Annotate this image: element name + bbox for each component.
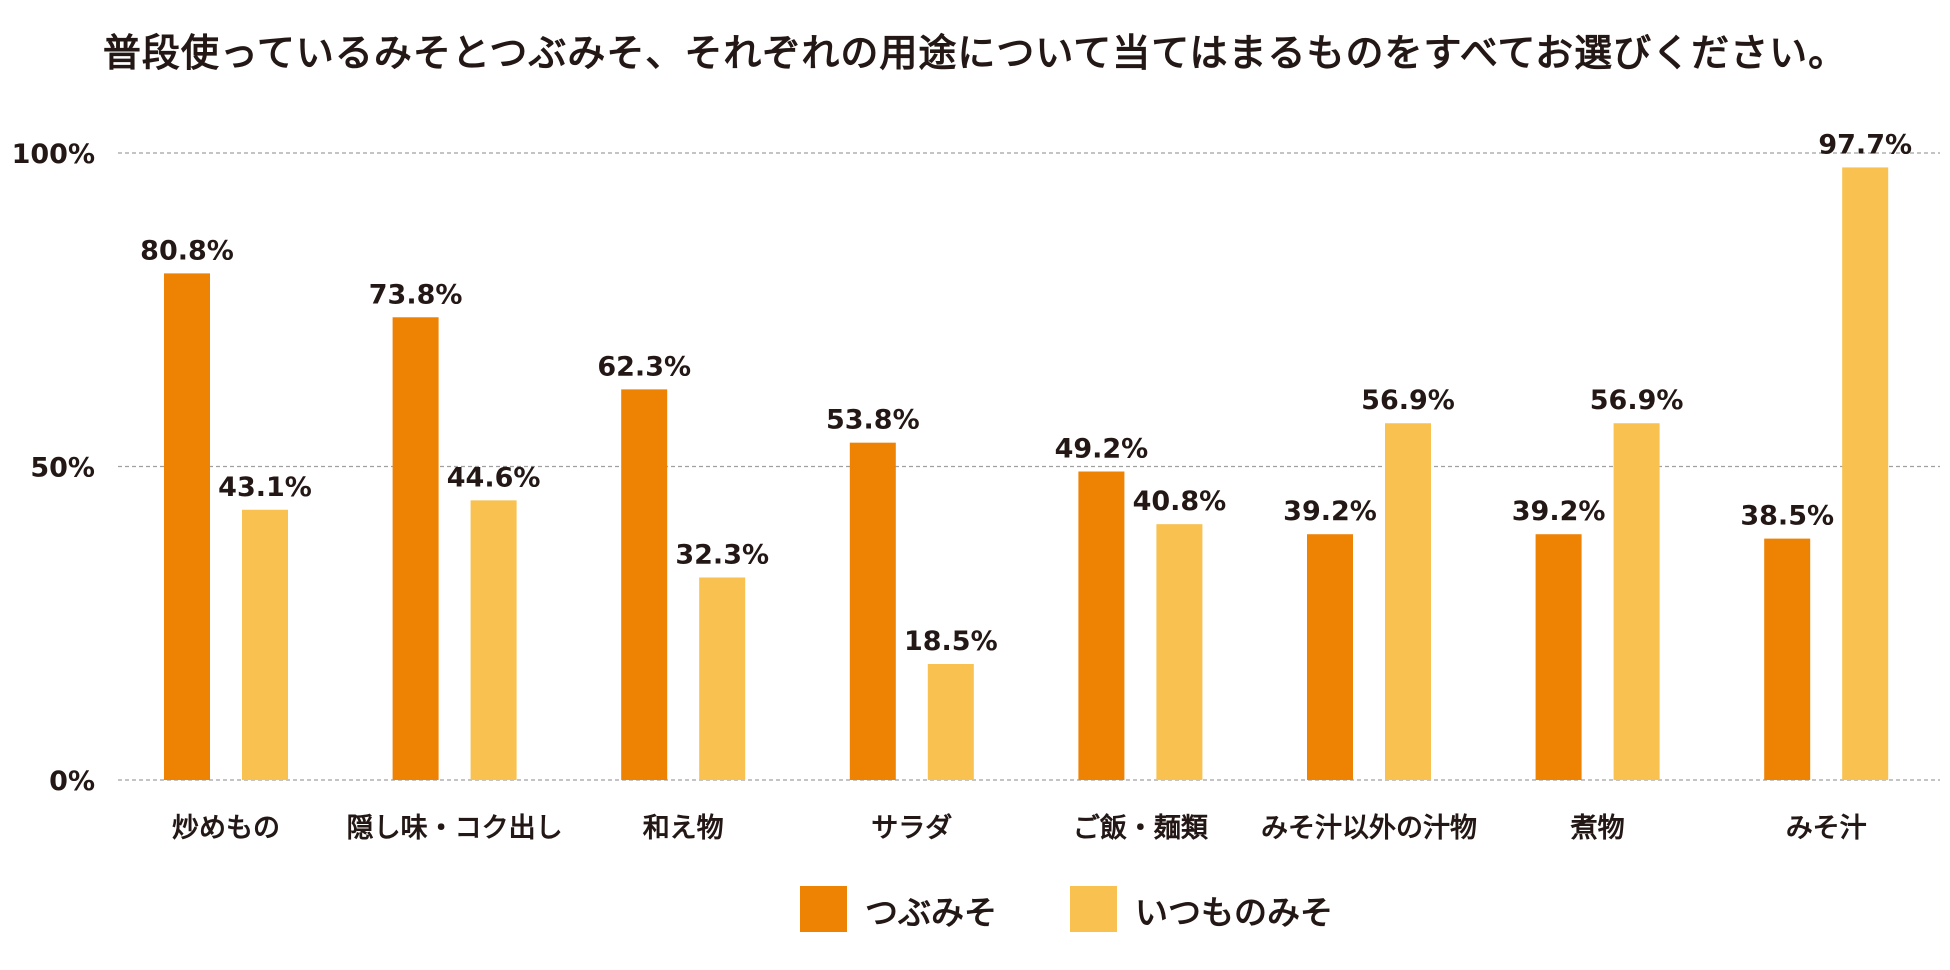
legend-label: いつものみそ <box>1135 893 1333 932</box>
bar-itsumono-5 <box>1385 423 1431 780</box>
data-label: 39.2% <box>1283 496 1377 527</box>
bar-tsubumiso-6 <box>1535 534 1582 780</box>
chart-title: 普段使っているみそとつぶみそ、それぞれの用途について当てはまるものをすべてお選び… <box>102 31 1848 75</box>
bar-tsubumiso-0 <box>164 273 210 780</box>
bar-itsumono-7 <box>1842 167 1889 780</box>
bar-itsumono-1 <box>470 500 517 780</box>
legend-swatch <box>800 886 847 932</box>
legend-swatch <box>1070 886 1117 932</box>
bar-itsumono-6 <box>1613 423 1660 780</box>
data-label: 80.8% <box>140 235 234 266</box>
bar-tsubumiso-5 <box>1307 534 1353 780</box>
data-label: 62.3% <box>597 351 691 382</box>
data-label: 18.5% <box>904 626 998 657</box>
legend: つぶみそ いつものみそ <box>800 886 1333 932</box>
category-label: 隠し味・コク出し <box>347 813 563 844</box>
data-labels: 80.8% 43.1% 73.8% 44.6% 62.3% 32.3% 53.8% 18.5%… <box>140 129 1912 657</box>
data-label: 32.3% <box>675 539 769 570</box>
data-label: 38.5% <box>1740 501 1834 532</box>
gridlines <box>118 152 1940 781</box>
data-label: 43.1% <box>218 472 312 503</box>
data-label: 73.8% <box>369 279 463 310</box>
y-tick-label: 100% <box>12 139 95 170</box>
data-label: 40.8% <box>1133 486 1227 517</box>
bar-itsumono-3 <box>927 664 974 780</box>
bar-tsubumiso-1 <box>392 317 439 780</box>
bar-itsumono-2 <box>699 577 746 780</box>
data-label: 56.9% <box>1590 385 1684 416</box>
category-label: みそ汁以外の汁物 <box>1261 813 1477 844</box>
y-axis-ticks: 0% 50% 100% <box>12 139 95 797</box>
category-label: みそ汁 <box>1786 813 1867 844</box>
category-label: 炒めもの <box>172 813 280 844</box>
category-labels: 炒めもの 隠し味・コク出し 和え物 サラダ ご飯・麺類 みそ汁以外の汁物 煮物 みそ汁 <box>172 812 1867 844</box>
bars <box>164 167 1889 780</box>
data-label: 97.7% <box>1818 129 1912 160</box>
category-label: 和え物 <box>643 813 724 844</box>
bar-itsumono-4 <box>1156 524 1203 780</box>
bar-tsubumiso-2 <box>621 389 668 780</box>
bar-itsumono-0 <box>242 509 288 780</box>
bar-tsubumiso-7 <box>1764 538 1811 780</box>
data-label: 56.9% <box>1361 385 1455 416</box>
bar-tsubumiso-3 <box>849 442 896 780</box>
category-label: ご飯・麺類 <box>1073 812 1209 844</box>
category-label: サラダ <box>871 812 952 844</box>
category-label: 煮物 <box>1570 813 1625 844</box>
data-label: 49.2% <box>1055 434 1149 465</box>
y-tick-label: 50% <box>30 453 95 484</box>
data-label: 44.6% <box>447 462 541 493</box>
bar-tsubumiso-4 <box>1078 471 1125 780</box>
data-label: 53.8% <box>826 405 920 436</box>
data-label: 39.2% <box>1512 496 1606 527</box>
legend-label: つぶみそ <box>865 893 997 932</box>
y-tick-label: 0% <box>49 766 95 797</box>
